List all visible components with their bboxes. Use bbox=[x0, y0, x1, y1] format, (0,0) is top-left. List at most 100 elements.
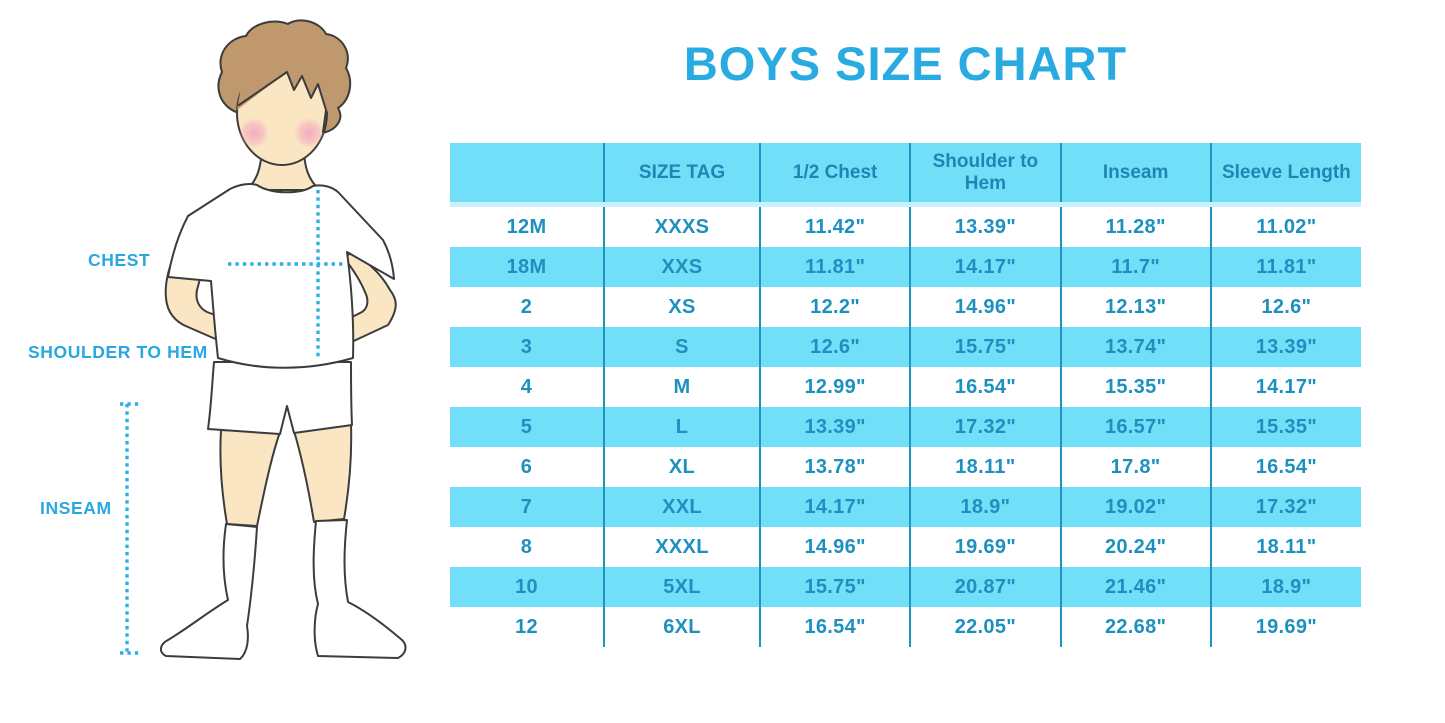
table-cell: XXS bbox=[604, 247, 761, 287]
table-row: 7 XXL 14.17" 18.9" 19.02" 17.32" bbox=[450, 487, 1361, 527]
table-cell: 11.28" bbox=[1060, 204, 1212, 247]
table-cell: 11.7" bbox=[1060, 247, 1212, 287]
table-cell: M bbox=[604, 367, 761, 407]
table-cell: 10 bbox=[450, 567, 605, 607]
table-cell: S bbox=[604, 327, 761, 367]
table-cell: 13.74" bbox=[1060, 327, 1212, 367]
table-cell: 12.6" bbox=[1210, 287, 1361, 327]
table-cell: 13.39" bbox=[910, 204, 1062, 247]
table-cell: 17.32" bbox=[1210, 487, 1361, 527]
table-cell: 12M bbox=[450, 204, 605, 247]
table-cell: 19.69" bbox=[910, 527, 1062, 567]
table-cell: 15.35" bbox=[1210, 407, 1361, 447]
table-cell: XL bbox=[604, 447, 761, 487]
inseam-label: INSEAM bbox=[40, 498, 112, 518]
table-cell: L bbox=[604, 407, 761, 447]
table-cell: 21.46" bbox=[1060, 567, 1212, 607]
right-sock bbox=[312, 519, 407, 659]
page-title: BOYS SIZE CHART bbox=[683, 37, 1128, 90]
table-cell: 18.9" bbox=[1210, 567, 1361, 607]
table-cell: 18.11" bbox=[910, 447, 1062, 487]
table-cell: 13.39" bbox=[760, 407, 912, 447]
table-cell: 5 bbox=[450, 407, 605, 447]
table-cell: 14.17" bbox=[910, 247, 1062, 287]
table-cell: 7 bbox=[450, 487, 605, 527]
table-cell: 18.9" bbox=[910, 487, 1062, 527]
table-row: 12M XXXS 11.42" 13.39" 11.28" 11.02" bbox=[450, 204, 1361, 247]
table-cell: 12.6" bbox=[760, 327, 912, 367]
table-cell: 6XL bbox=[604, 607, 761, 647]
table-cell: 3 bbox=[450, 327, 605, 367]
table-cell: 2 bbox=[450, 287, 605, 327]
table-cell: 12.2" bbox=[760, 287, 912, 327]
table-cell: 11.42" bbox=[760, 204, 912, 247]
table-row: 3 S 12.6" 15.75" 13.74" 13.39" bbox=[450, 327, 1361, 367]
table-cell: 22.68" bbox=[1060, 607, 1212, 647]
table-cell: 14.96" bbox=[910, 287, 1062, 327]
table-row: 10 5XL 15.75" 20.87" 21.46" 18.9" bbox=[450, 567, 1361, 607]
column-header: Sleeve Length bbox=[1210, 143, 1361, 207]
table-cell: 18.11" bbox=[1210, 527, 1361, 567]
table-cell: XXL bbox=[604, 487, 761, 527]
table-cell: 12.13" bbox=[1060, 287, 1212, 327]
table-cell: XS bbox=[604, 287, 761, 327]
table-cell: 14.96" bbox=[760, 527, 912, 567]
table-row: 12 6XL 16.54" 22.05" 22.68" 19.69" bbox=[450, 607, 1361, 647]
table-row: 8 XXXL 14.96" 19.69" 20.24" 18.11" bbox=[450, 527, 1361, 567]
table-cell: 20.24" bbox=[1060, 527, 1212, 567]
column-header: Shoulder to Hem bbox=[910, 143, 1062, 207]
column-header: 1/2 Chest bbox=[760, 143, 912, 207]
shorts bbox=[207, 361, 353, 435]
table-cell: 14.17" bbox=[760, 487, 912, 527]
right-leg bbox=[293, 423, 353, 523]
table-cell: 17.32" bbox=[910, 407, 1062, 447]
column-header: Inseam bbox=[1060, 143, 1212, 207]
left-cheek-blush bbox=[239, 118, 269, 148]
table-cell: XXXS bbox=[604, 204, 761, 247]
table-cell: 20.87" bbox=[910, 567, 1062, 607]
chest-label: CHEST bbox=[88, 250, 151, 270]
table-cell: 16.54" bbox=[910, 367, 1062, 407]
table-cell: 8 bbox=[450, 527, 605, 567]
table-row: 6 XL 13.78" 18.11" 17.8" 16.54" bbox=[450, 447, 1361, 487]
shoulder-to-hem-label: SHOULDER TO HEM bbox=[28, 342, 208, 362]
table-cell: 16.54" bbox=[760, 607, 912, 647]
left-sock bbox=[160, 523, 258, 660]
table-cell: 5XL bbox=[604, 567, 761, 607]
table-row: 18M XXS 11.81" 14.17" 11.7" 11.81" bbox=[450, 247, 1361, 287]
table-cell: 4 bbox=[450, 367, 605, 407]
size-table-head: SIZE TAG 1/2 Chest Shoulder to Hem Inseam Sl… bbox=[450, 143, 1361, 207]
table-cell: 12 bbox=[450, 607, 605, 647]
table-cell: 16.57" bbox=[1060, 407, 1212, 447]
t-shirt bbox=[167, 183, 395, 369]
table-cell: 14.17" bbox=[1210, 367, 1361, 407]
header-row: SIZE TAG 1/2 Chest Shoulder to Hem Inseam Sl… bbox=[450, 143, 1361, 207]
table-cell: 19.69" bbox=[1210, 607, 1361, 647]
table-cell: 22.05" bbox=[910, 607, 1062, 647]
table-cell: 6 bbox=[450, 447, 605, 487]
size-table-body: 12M XXXS 11.42" 13.39" 11.28" 11.02" 18M XXS 11.… bbox=[450, 204, 1361, 647]
left-leg bbox=[219, 429, 281, 527]
table-cell: XXXL bbox=[604, 527, 761, 567]
table-cell: 13.78" bbox=[760, 447, 912, 487]
table-cell: 11.02" bbox=[1210, 204, 1361, 247]
table-cell: 12.99" bbox=[760, 367, 912, 407]
table-cell: 19.02" bbox=[1060, 487, 1212, 527]
right-cheek-blush bbox=[294, 118, 324, 148]
hair-fringe-outline bbox=[238, 71, 327, 133]
size-table: SIZE TAG 1/2 Chest Shoulder to Hem Inseam Sl… bbox=[450, 143, 1361, 647]
table-cell: 11.81" bbox=[1210, 247, 1361, 287]
column-header bbox=[450, 143, 605, 207]
table-cell: 15.75" bbox=[760, 567, 912, 607]
table-cell: 15.35" bbox=[1060, 367, 1212, 407]
table-cell: 13.39" bbox=[1210, 327, 1361, 367]
hair-fringe bbox=[237, 57, 332, 115]
boy-measurement-illustration bbox=[120, 19, 407, 660]
table-cell: 11.81" bbox=[760, 247, 912, 287]
table-cell: 15.75" bbox=[910, 327, 1062, 367]
table-cell: 17.8" bbox=[1060, 447, 1212, 487]
table-cell: 16.54" bbox=[1210, 447, 1361, 487]
table-row: 4 M 12.99" 16.54" 15.35" 14.17" bbox=[450, 367, 1361, 407]
column-header: SIZE TAG bbox=[604, 143, 761, 207]
